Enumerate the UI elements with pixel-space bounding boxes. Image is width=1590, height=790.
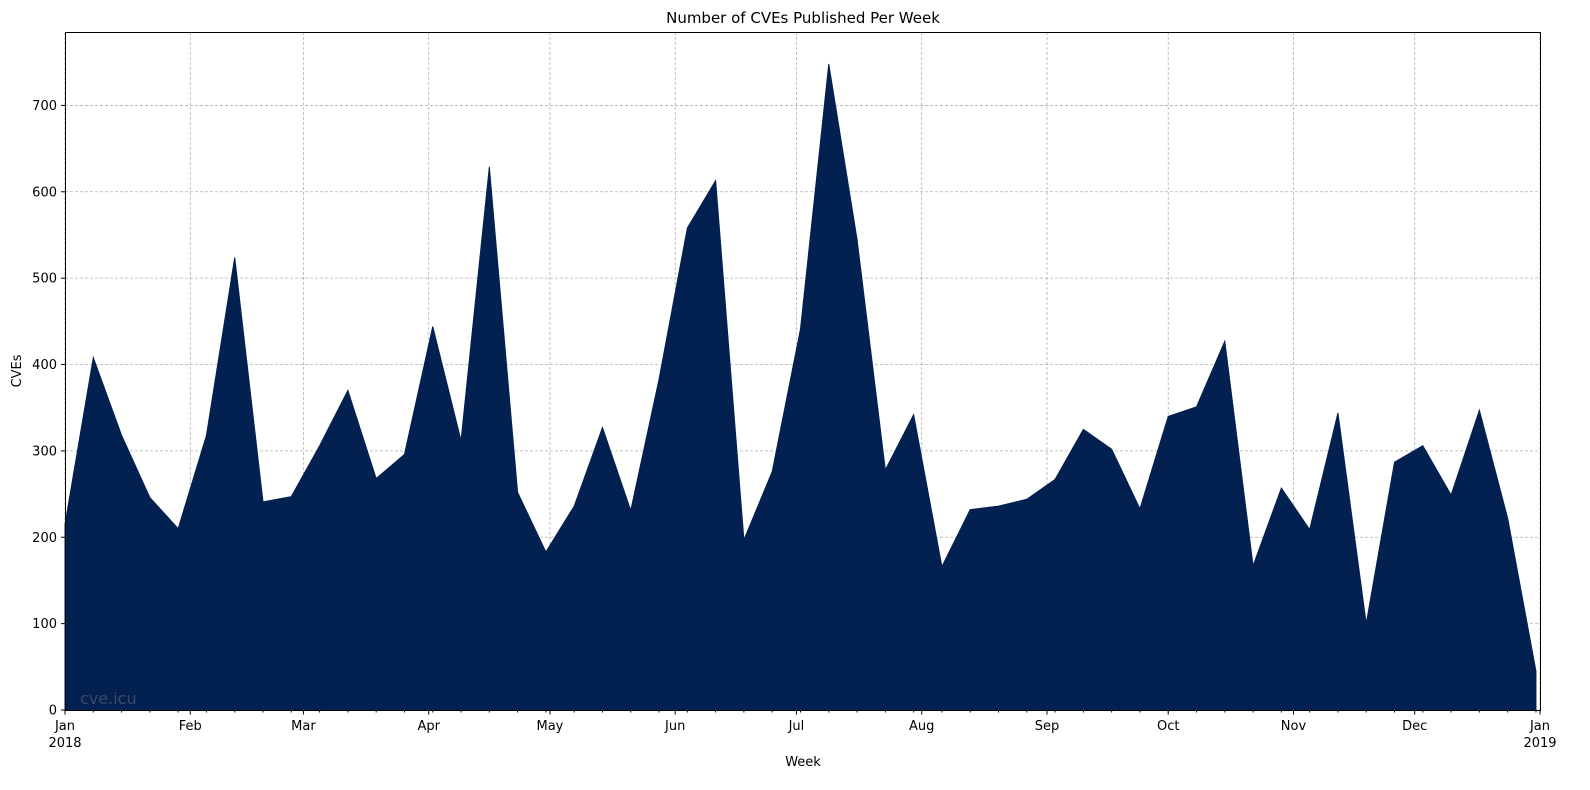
y-tick-label: 100 [32, 617, 57, 632]
x-tick-label: Jul [788, 719, 805, 734]
x-tick-year-label: 2018 [48, 736, 81, 751]
x-tick-label: Sep [1035, 719, 1060, 734]
x-tick-year-label: 2019 [1523, 736, 1556, 751]
x-tick-label: Dec [1402, 719, 1427, 734]
x-tick-label: May [536, 719, 563, 734]
y-tick-label: 400 [32, 358, 57, 373]
x-tick-label: Aug [909, 719, 934, 734]
x-tick-label: Jan [54, 719, 75, 734]
chart-title: Number of CVEs Published Per Week [666, 9, 940, 27]
axis-ticks: 0 100 200 300 400 500 600 700 Jan 2018 Feb Mar Apr Ma… [32, 99, 1556, 751]
x-tick-label: Jun [664, 719, 685, 734]
x-tick-label: Apr [417, 719, 440, 734]
x-tick-label: Mar [291, 719, 316, 734]
x-tick-label: Jan [1529, 719, 1550, 734]
watermark-text: cve.icu [80, 689, 137, 708]
y-tick-label: 700 [32, 99, 57, 114]
y-tick-label: 0 [49, 704, 57, 719]
y-tick-label: 500 [32, 272, 57, 287]
y-tick-label: 300 [32, 444, 57, 459]
x-tick-label: Feb [179, 719, 202, 734]
y-tick-label: 600 [32, 185, 57, 200]
y-axis-label: CVEs [10, 354, 25, 387]
series-area [64, 63, 1537, 711]
x-tick-label: Nov [1281, 719, 1307, 734]
plot-frame [65, 32, 1541, 711]
x-tick-label: Oct [1157, 719, 1179, 734]
y-tick-label: 200 [32, 531, 57, 546]
x-axis-label: Week [785, 755, 821, 770]
